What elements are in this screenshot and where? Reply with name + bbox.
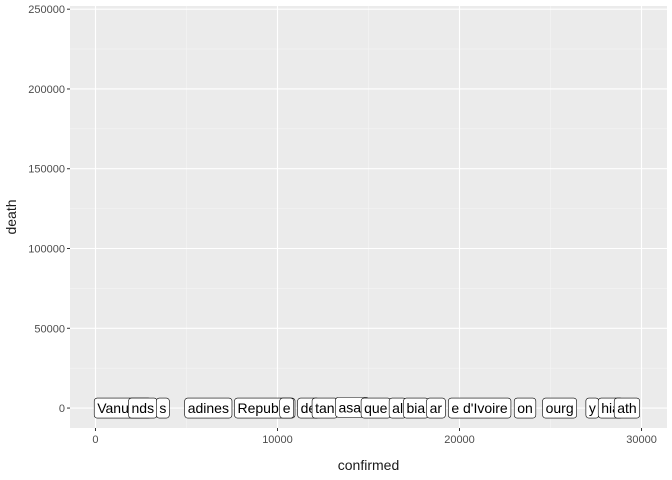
data-label-text: y xyxy=(589,400,596,416)
data-label-text: e d'Ivoire xyxy=(451,400,508,416)
x-tick-label: 0 xyxy=(92,434,98,446)
data-label-text: e xyxy=(283,400,291,416)
data-label: e d'Ivoire xyxy=(448,397,512,419)
major-gridlines xyxy=(70,6,667,428)
y-tick-label: 0 xyxy=(59,403,65,415)
data-label-text: bia xyxy=(406,400,425,416)
data-label-box xyxy=(513,397,537,419)
data-label-text: s xyxy=(159,400,166,416)
data-label-text: Republic xyxy=(238,400,292,416)
minor-gridlines xyxy=(70,6,667,428)
data-label-box xyxy=(426,397,446,419)
data-label-text: adines xyxy=(188,400,229,416)
data-label: adines xyxy=(184,397,233,419)
data-label: on xyxy=(513,397,537,419)
data-label-box xyxy=(448,397,512,419)
x-tick-label: 30000 xyxy=(626,434,657,446)
data-label-text: ar xyxy=(430,400,443,416)
data-label: que xyxy=(360,397,391,419)
y-tick-label: 50000 xyxy=(34,323,65,335)
x-tick-label: 20000 xyxy=(444,434,475,446)
data-label-box xyxy=(279,397,294,419)
data-label-box xyxy=(184,397,233,419)
y-tick-label: 150000 xyxy=(28,164,65,176)
data-label-text: asa) xyxy=(339,399,366,415)
data-label-box xyxy=(613,397,640,419)
y-axis-ticks: 0 50000 100000 150000 200000 250000 xyxy=(28,4,70,415)
data-label-text: al xyxy=(392,400,403,416)
x-axis-ticks: 0 10000 20000 30000 xyxy=(92,428,657,446)
data-label-text: ath xyxy=(617,400,636,416)
data-label: y xyxy=(585,397,600,419)
data-label: asa) xyxy=(335,396,370,418)
data-label-text: on xyxy=(517,400,533,416)
data-label: tan xyxy=(311,397,338,419)
data-label-text: ourg xyxy=(546,400,574,416)
data-label: ath xyxy=(613,397,640,419)
data-label-text: nds xyxy=(132,400,155,416)
y-tick-label: 200000 xyxy=(28,84,65,96)
x-axis-title: confirmed xyxy=(338,457,399,473)
data-label: s xyxy=(156,397,170,419)
y-axis-title: death xyxy=(3,199,19,234)
data-label-box xyxy=(542,397,577,419)
y-tick-label: 250000 xyxy=(28,4,65,16)
data-label: nds xyxy=(128,397,158,419)
data-label: bia xyxy=(403,397,429,419)
data-label-text: tan xyxy=(315,400,334,416)
data-label: ourg xyxy=(542,397,577,419)
x-tick-label: 10000 xyxy=(262,434,293,446)
data-label-text: que xyxy=(364,400,388,416)
data-label-box xyxy=(156,397,170,419)
data-label: ar xyxy=(426,397,446,419)
y-tick-label: 100000 xyxy=(28,244,65,256)
data-label: e xyxy=(279,397,294,419)
